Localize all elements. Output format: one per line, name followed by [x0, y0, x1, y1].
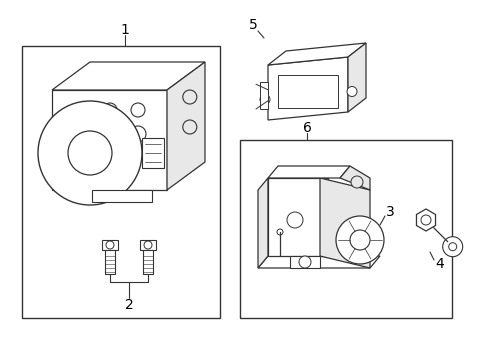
Bar: [278, 75, 337, 108]
Circle shape: [349, 230, 369, 250]
Circle shape: [74, 126, 90, 142]
Circle shape: [75, 103, 89, 117]
Circle shape: [346, 86, 356, 96]
Circle shape: [260, 94, 269, 104]
Polygon shape: [289, 256, 319, 268]
Bar: [142, 138, 163, 168]
Circle shape: [442, 237, 462, 257]
Bar: [52, 90, 167, 190]
Text: 5: 5: [248, 18, 257, 32]
Text: 2: 2: [124, 298, 133, 312]
Circle shape: [420, 215, 430, 225]
Circle shape: [286, 212, 303, 228]
Polygon shape: [167, 62, 204, 190]
Circle shape: [183, 90, 196, 104]
Polygon shape: [267, 43, 365, 65]
Bar: [140, 240, 156, 250]
Bar: [267, 178, 327, 256]
Polygon shape: [92, 190, 152, 202]
Polygon shape: [260, 81, 267, 109]
Polygon shape: [258, 256, 379, 268]
Circle shape: [75, 151, 89, 165]
Circle shape: [68, 131, 112, 175]
Polygon shape: [319, 178, 369, 268]
Polygon shape: [416, 209, 435, 231]
Circle shape: [38, 101, 142, 205]
Circle shape: [183, 120, 196, 134]
Circle shape: [101, 125, 119, 143]
Bar: [142, 250, 153, 274]
Circle shape: [276, 229, 283, 235]
Circle shape: [106, 241, 114, 249]
Text: 4: 4: [435, 257, 444, 271]
Circle shape: [143, 241, 152, 249]
Bar: [102, 240, 118, 250]
Circle shape: [298, 256, 310, 268]
Polygon shape: [339, 166, 369, 190]
Polygon shape: [52, 62, 204, 90]
Text: 1: 1: [121, 23, 129, 37]
Circle shape: [335, 216, 383, 264]
Bar: [240, 140, 451, 318]
Circle shape: [448, 243, 456, 251]
Polygon shape: [347, 43, 365, 112]
Polygon shape: [267, 57, 347, 120]
Polygon shape: [258, 178, 267, 268]
Circle shape: [131, 103, 145, 117]
Text: 6: 6: [302, 121, 311, 135]
Text: 3: 3: [385, 205, 393, 219]
Circle shape: [130, 126, 146, 142]
Circle shape: [350, 176, 362, 188]
Bar: [22, 46, 220, 318]
Circle shape: [103, 103, 117, 117]
Bar: [105, 250, 115, 274]
Polygon shape: [267, 166, 349, 178]
